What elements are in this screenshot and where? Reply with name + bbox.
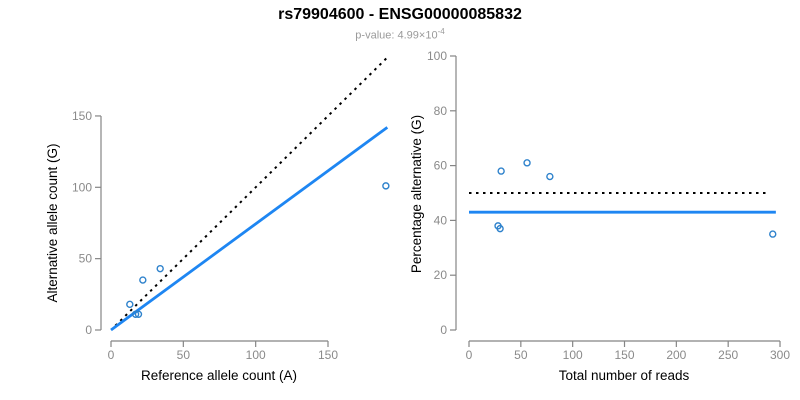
data-point — [769, 230, 777, 238]
y-tick-label: 20 — [434, 268, 448, 282]
data-point — [523, 159, 531, 167]
y-tick-label: 0 — [440, 323, 447, 337]
y-axis-title: Alternative allele count (G) — [45, 143, 60, 302]
data-point — [496, 224, 504, 233]
x-tick-label: 200 — [666, 348, 686, 362]
y-tick-label: 60 — [434, 159, 448, 173]
x-tick-label: 250 — [718, 348, 738, 362]
data-point — [139, 276, 147, 284]
y-tick-label: 0 — [85, 323, 92, 337]
data-point — [546, 172, 554, 181]
x-axis-title: Reference allele count (A) — [141, 368, 297, 383]
y-tick-label: 150 — [72, 109, 92, 123]
fit-line — [110, 126, 389, 332]
y-tick-label: 50 — [79, 252, 93, 266]
y-tick-label: 40 — [434, 213, 448, 227]
x-tick-label: 100 — [246, 348, 266, 362]
y-tick-label: 100 — [427, 49, 447, 63]
x-tick-label: 50 — [514, 348, 528, 362]
x-tick-label: 50 — [177, 348, 191, 362]
x-tick-label: 0 — [108, 348, 115, 362]
x-tick-label: 150 — [318, 348, 338, 362]
x-tick-label: 300 — [770, 348, 790, 362]
data-point — [497, 167, 505, 175]
data-point — [156, 264, 164, 273]
data-point — [134, 310, 143, 319]
right-scatter-plot: 0 20 40 60 80 100 0 50 100 150 200 250 300 Total numb… — [409, 49, 790, 383]
y-tick-label: 80 — [434, 104, 448, 118]
left-scatter-plot: 0 50 100 150 0 50 100 150 Reference allele count… — [45, 55, 390, 383]
x-tick-label: 0 — [466, 348, 473, 362]
x-tick-label: 150 — [614, 348, 634, 362]
x-axis-title: Total number of reads — [559, 368, 690, 383]
y-tick-label: 100 — [72, 180, 92, 194]
data-point — [126, 300, 134, 309]
y-axis-title: Percentage alternative (G) — [409, 115, 424, 273]
x-tick-label: 100 — [563, 348, 583, 362]
data-point — [131, 310, 140, 319]
data-point — [382, 182, 390, 190]
identity-line — [114, 55, 390, 327]
